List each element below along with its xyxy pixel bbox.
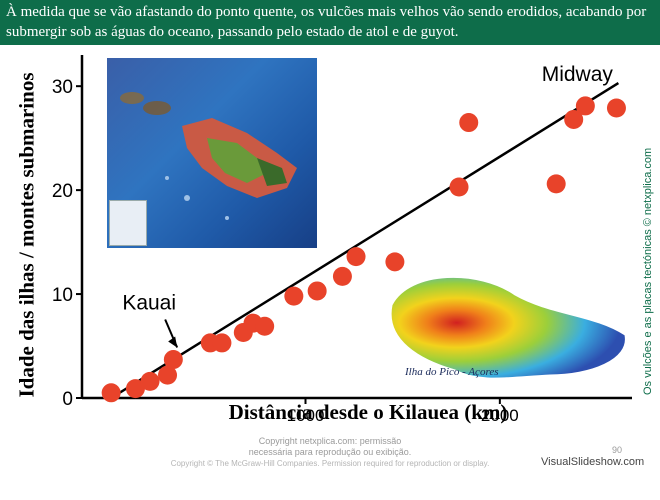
data-point bbox=[255, 316, 275, 336]
y-tick-label: 30 bbox=[52, 77, 73, 98]
pico-island-relief bbox=[380, 265, 630, 390]
kauai-arrow-head bbox=[168, 336, 178, 348]
data-point bbox=[546, 174, 566, 194]
annotations: Kauai Midway bbox=[122, 63, 613, 348]
slide-caption: À medida que se vão afastando do ponto q… bbox=[0, 0, 660, 45]
trend-line-group bbox=[110, 82, 620, 400]
chart-ticks: 0 10 20 30 1000 2000 bbox=[52, 77, 519, 425]
hawaii-islands-map bbox=[107, 58, 317, 248]
pico-island-relief-art bbox=[390, 276, 626, 379]
copyright-line-2: necessária para reprodução ou exibição. bbox=[248, 447, 412, 457]
visualslideshow-brand[interactable]: VisualSlideshow.com bbox=[541, 456, 645, 468]
copyright-line-1: Copyright netxplica.com: permissão bbox=[258, 436, 402, 446]
data-point bbox=[101, 383, 121, 403]
x-tick-label: 1000 bbox=[287, 406, 325, 425]
data-point bbox=[346, 247, 366, 267]
data-point bbox=[163, 350, 183, 370]
data-point bbox=[332, 266, 352, 286]
midway-label: Midway bbox=[542, 63, 614, 86]
trend-line bbox=[110, 82, 620, 400]
y-tick-label: 10 bbox=[52, 285, 73, 306]
y-axis-label: Idade das ilhas / montes submarinos bbox=[14, 72, 39, 398]
kauai-label: Kauai bbox=[122, 292, 176, 315]
data-point bbox=[125, 379, 145, 399]
x-tick-label: 2000 bbox=[481, 406, 519, 425]
data-point bbox=[385, 252, 405, 272]
mcgraw-hill-notice: Copyright © The McGraw-Hill Companies. P… bbox=[170, 459, 490, 468]
data-points bbox=[101, 96, 626, 403]
map-legend-box bbox=[109, 200, 147, 246]
page-number: 90 bbox=[612, 445, 623, 455]
data-point bbox=[564, 109, 584, 129]
pico-island-label: Ilha do Pico - Açores bbox=[405, 366, 499, 378]
data-point bbox=[449, 177, 469, 197]
data-point bbox=[212, 333, 232, 353]
y-tick-label: 20 bbox=[52, 181, 73, 202]
data-point bbox=[284, 286, 304, 306]
copyright-notice: Copyright netxplica.com: permissão neces… bbox=[0, 436, 660, 458]
data-point bbox=[459, 113, 479, 133]
data-point bbox=[307, 281, 327, 301]
data-point bbox=[606, 98, 626, 118]
data-point bbox=[158, 365, 178, 385]
x-axis-label: Distância desde o Kilauea (km) bbox=[228, 400, 508, 424]
hawaii-islands-map-art bbox=[120, 92, 297, 220]
data-point bbox=[575, 96, 595, 116]
data-point bbox=[140, 371, 160, 391]
chart-axes bbox=[80, 55, 632, 400]
y-tick-label: 0 bbox=[62, 389, 73, 410]
side-copyright-text: Os vulcões e as placas tectónicas © netx… bbox=[642, 147, 654, 395]
